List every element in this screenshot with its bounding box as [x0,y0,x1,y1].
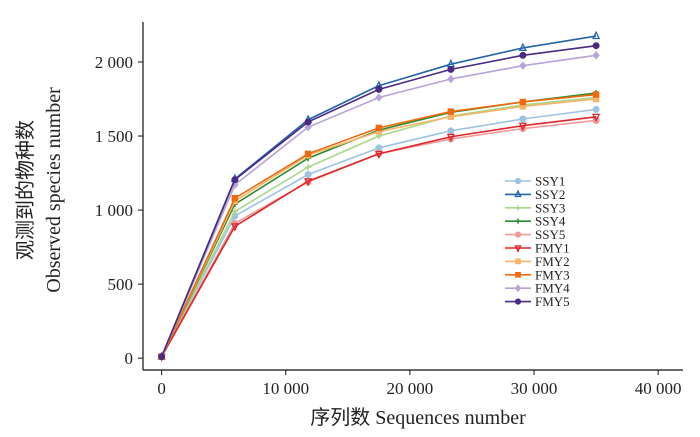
legend-item-ssy3: SSY3 [505,200,565,215]
x-tick-label: 0 [157,379,166,398]
data-point [304,171,312,179]
data-point [592,91,600,98]
data-point [375,144,383,152]
x-tick-label: 30 000 [511,379,558,398]
data-point [518,42,527,51]
legend-item-fmy2: FMY2 [505,254,570,269]
data-point [304,150,312,157]
legend-item-ssy4: SSY4 [505,214,566,229]
data-point [515,271,521,278]
data-point [514,189,522,198]
data-point [514,231,522,238]
legend-item-fmy3: FMY3 [505,267,570,282]
series-line [160,35,597,357]
series-fmy4 [157,51,600,361]
data-point [518,122,527,131]
legend-label: SSY3 [535,200,565,215]
data-point [231,208,238,215]
legend-item-fmy4: FMY4 [505,281,570,296]
y-axis-title: 观测到的物种数 Observed species number [14,87,65,293]
data-point [592,105,600,113]
legend-label: SSY2 [535,187,565,202]
legend-item-ssy1: SSY1 [505,174,565,189]
data-point [447,113,455,120]
legend-label: FMY4 [535,281,570,296]
data-point [231,176,239,184]
y-axis-title-cn: 观测到的物种数 [14,120,37,260]
data-point [230,223,239,232]
y-axis-title-en: Observed species number [43,87,65,293]
data-point [447,127,455,135]
x-tick-label: 20 000 [387,379,434,398]
data-point [514,245,522,253]
legend-label: FMY2 [535,254,570,269]
tick-layer: 0 10 000 20 000 30 000 40 000 0 500 1 000 1 500 2… [95,53,682,398]
data-point [304,122,312,132]
data-point [231,195,239,202]
data-point [374,150,383,160]
series-fmy5 [158,42,600,361]
y-tick-label: 0 [125,349,134,368]
data-point [592,42,600,50]
plot-area: 0 10 000 20 000 30 000 40 000 0 500 1 000 1 500 2… [95,22,683,398]
data-point [447,108,455,115]
x-tick-label: 40 000 [635,379,682,398]
data-point [515,258,521,265]
data-point [592,51,600,60]
data-point [304,118,312,126]
data-point [514,177,522,185]
data-point [515,205,521,211]
legend-label: SSY4 [535,214,566,229]
series-layer [157,30,601,362]
data-point [515,218,521,224]
legend-item-fmy5: FMY5 [505,294,570,309]
y-tick-label: 1 000 [95,201,133,220]
y-tick-label: 1 500 [95,127,133,146]
data-point [514,298,522,305]
series-line [160,115,597,358]
series-ssy2 [157,30,601,360]
data-point [447,65,455,73]
y-tick-label: 2 000 [95,53,133,72]
legend-label: SSY1 [535,174,565,189]
data-point [375,85,383,93]
data-point [158,353,166,361]
x-axis-title: 序列数 Sequences number [310,406,526,429]
data-point [304,178,313,187]
x-tick-label: 10 000 [262,379,309,398]
legend-label: FMY3 [535,267,570,282]
legend-label: FMY5 [535,294,570,309]
legend-item-fmy1: FMY1 [505,241,570,256]
data-point [519,115,527,123]
series-fmy1 [157,113,601,362]
data-point [592,113,601,123]
data-point [519,61,527,70]
data-point [305,164,312,171]
data-point [447,74,455,84]
data-point [375,93,383,102]
data-point [519,51,527,59]
data-point [514,284,522,293]
legend-item-ssy2: SSY2 [505,187,565,202]
data-point [592,30,601,40]
y-tick-label: 500 [108,275,134,294]
legend-label: FMY1 [535,241,570,256]
data-point [446,133,455,143]
data-point [519,98,527,106]
data-point [375,124,383,132]
legend-item-ssy5: SSY5 [505,227,565,242]
legend-label: SSY5 [535,227,565,242]
